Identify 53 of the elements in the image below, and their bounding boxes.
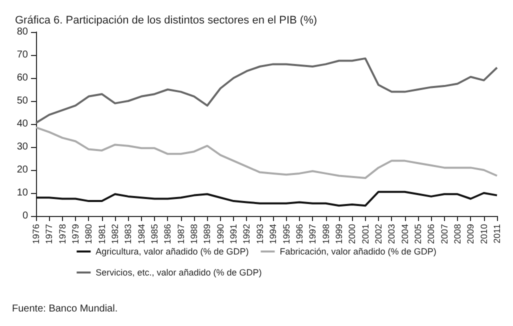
y-tick-label: 10 <box>16 188 28 198</box>
x-tick-label: 1988 <box>189 224 200 244</box>
x-tick-label: 1982 <box>110 224 120 244</box>
y-tick-label: 40 <box>16 118 28 130</box>
x-tick-label: 1996 <box>294 224 304 244</box>
x-tick-label: 1978 <box>57 224 68 244</box>
x-tick-label: 1980 <box>84 224 94 244</box>
line-series <box>35 126 498 180</box>
x-tick-label: 1986 <box>162 224 173 244</box>
x-tick-label: 1990 <box>215 224 226 244</box>
x-tick-label: 1995 <box>281 224 292 244</box>
y-tick-label: 50 <box>16 96 28 106</box>
x-tick-label: 2001 <box>360 224 370 244</box>
x-tick-label: 1998 <box>320 224 331 244</box>
x-tick-label: 2010 <box>478 224 489 244</box>
y-tick-label: 20 <box>16 164 28 176</box>
line-series <box>35 57 498 124</box>
x-tick-label: 2004 <box>400 224 410 244</box>
x-tick-label: 2009 <box>466 224 476 244</box>
source-note: Fuente: Banco Mundial. <box>12 304 118 314</box>
x-tick-label: 1985 <box>150 224 160 244</box>
x-tick-label: 2003 <box>386 224 397 244</box>
x-tick-label: 2006 <box>426 224 436 244</box>
legend-label: Servicios, etc., valor añadido (% de GDP) <box>96 268 262 278</box>
y-tick-label: 30 <box>16 142 28 152</box>
line-series <box>35 190 498 207</box>
x-tick-label: 2005 <box>412 224 423 244</box>
x-tick-label: 2002 <box>373 224 384 244</box>
x-tick-label: 1994 <box>268 224 278 244</box>
x-tick-label: 1991 <box>228 224 239 244</box>
x-tick-label: 1984 <box>136 224 146 244</box>
y-tick-label: 80 <box>16 26 28 38</box>
y-tick-label: 0 <box>22 210 28 222</box>
y-tick-label: 70 <box>16 50 28 60</box>
legend-label: Fabricación, valor añadido (% de GDP) <box>280 246 436 256</box>
x-tick-label: 1979 <box>70 224 81 244</box>
x-tick-label: 1993 <box>254 224 265 244</box>
x-tick-label: 2011 <box>492 224 502 244</box>
x-tick-label: 1976 <box>31 224 41 244</box>
legend-label: Agricultura, valor añadido (% de GDP) <box>96 246 249 256</box>
x-tick-label: 2008 <box>452 224 462 244</box>
x-tick-label: 1989 <box>202 224 212 244</box>
chart-title: Gráfica 6. Participación de los distintos sectores en el PIB (%) <box>15 14 318 26</box>
y-tick-label: 60 <box>16 72 28 84</box>
x-tick-label: 1981 <box>96 224 107 244</box>
x-tick-label: 1992 <box>242 224 252 244</box>
x-tick-label: 1977 <box>44 224 54 244</box>
x-tick-label: 1983 <box>123 224 134 244</box>
x-tick-label: 2000 <box>347 224 358 244</box>
x-tick-label: 1997 <box>308 224 318 244</box>
x-tick-label: 1987 <box>176 224 186 244</box>
x-tick-label: 1999 <box>334 224 344 244</box>
x-tick-label: 2007 <box>439 224 450 244</box>
